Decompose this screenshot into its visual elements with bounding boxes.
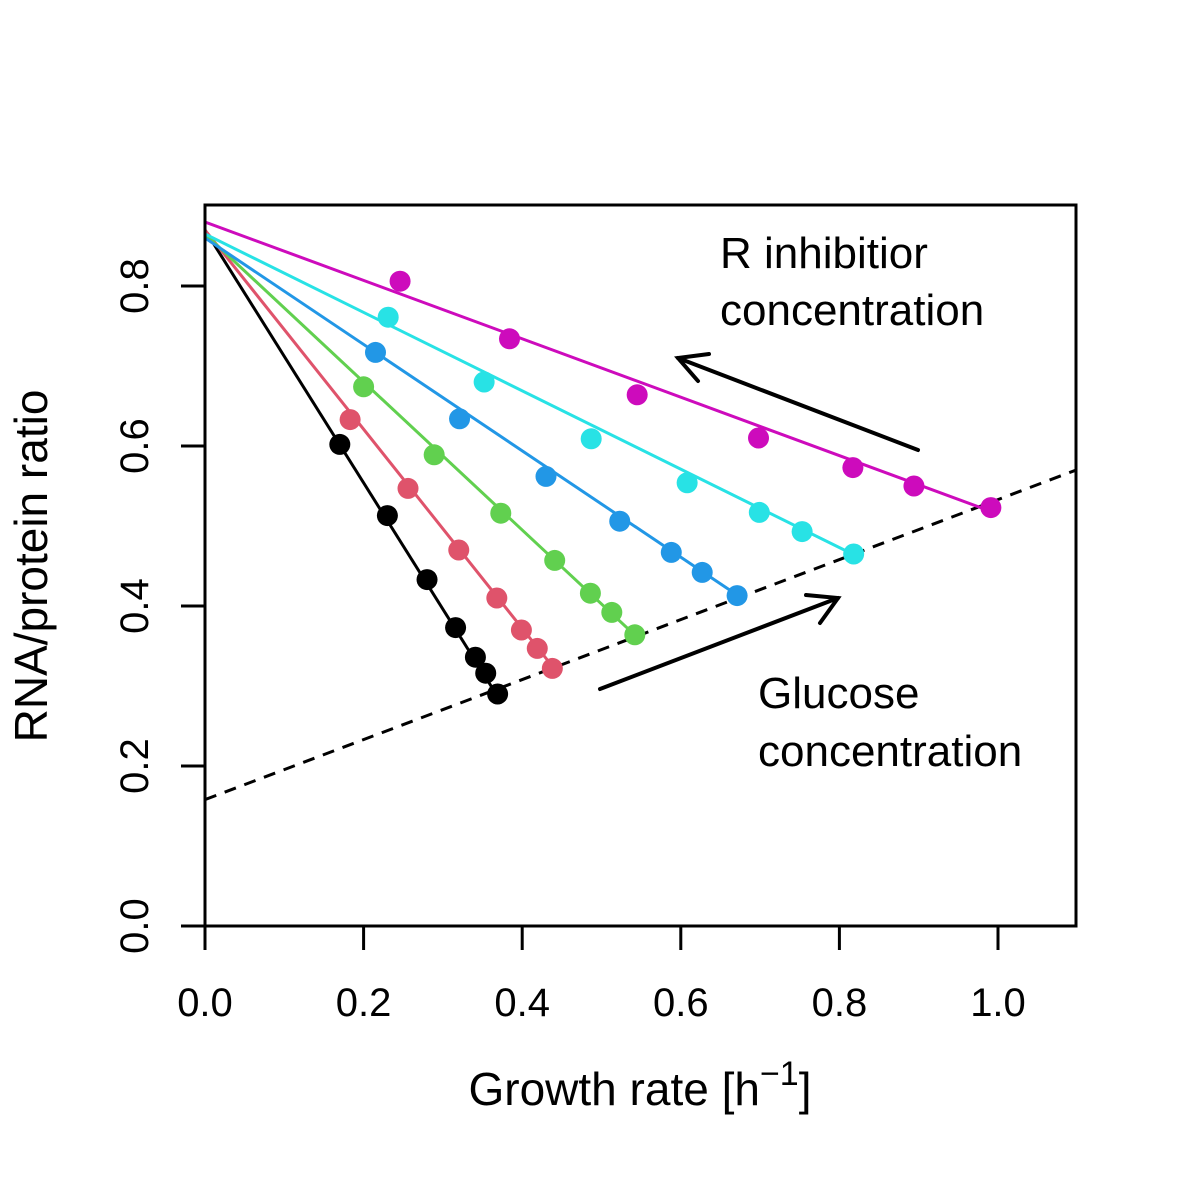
data-points-group (329, 270, 1002, 705)
fit-line-series-3 (205, 232, 636, 637)
data-point-series-4-7 (726, 585, 748, 607)
data-point-series-3-5 (579, 582, 601, 604)
data-point-series-2-7 (541, 657, 563, 679)
data-point-series-3-4 (544, 549, 566, 571)
data-point-series-3-3 (490, 502, 512, 524)
data-point-series-2-2 (397, 477, 419, 499)
fit-line-series-4 (205, 236, 738, 597)
data-point-series-4-1 (364, 341, 386, 363)
data-point-series-4-3 (535, 465, 557, 487)
data-point-series-1-7 (487, 683, 509, 705)
glucose-arrow (598, 593, 842, 691)
x-axis-label: Growth rate [h−1] (469, 1055, 812, 1115)
data-point-series-2-1 (339, 409, 361, 431)
data-point-series-1-5 (464, 646, 486, 668)
data-point-series-6-2 (499, 328, 521, 350)
data-point-series-5-7 (843, 543, 865, 565)
data-point-series-2-6 (526, 637, 548, 659)
y-tick-label: 0.8 (113, 258, 157, 314)
data-point-series-6-6 (903, 475, 925, 497)
inhibitor-annotation-line-1: R inhibitior (720, 229, 928, 278)
y-tick-label: 0.2 (113, 738, 157, 794)
data-point-series-1-1 (329, 433, 351, 455)
fit-line-series-1 (205, 229, 499, 698)
data-point-series-4-4 (609, 510, 631, 532)
data-point-series-2-4 (486, 587, 508, 609)
data-point-series-5-1 (377, 306, 399, 328)
data-point-series-3-2 (423, 444, 445, 466)
x-tick-label: 0.6 (653, 981, 709, 1025)
data-point-series-4-2 (449, 408, 471, 430)
data-point-series-1-6 (475, 662, 497, 684)
x-axis-label-close: ] (799, 1063, 812, 1115)
y-tick-label: 0.6 (113, 418, 157, 474)
data-point-series-2-5 (510, 619, 532, 641)
data-point-series-5-6 (791, 521, 813, 543)
y-axis-label: RNA/protein ratio (5, 390, 57, 743)
glucose-annotation: Glucose concentration (758, 669, 1022, 776)
data-point-series-1-2 (376, 505, 398, 527)
data-point-series-6-4 (748, 427, 770, 449)
x-axis-label-superscript: −1 (760, 1055, 799, 1093)
data-point-series-3-6 (601, 601, 623, 623)
inhibitor-annotation: R inhibitior concentration (720, 229, 984, 335)
axes-group: 0.0 0.2 0.4 0.6 0.8 1.0 0.0 0.2 0.4 0.6 0.8 (113, 203, 1078, 1025)
x-tick-label: 0.4 (494, 981, 550, 1025)
inhibitor-arrow (674, 352, 920, 452)
data-point-series-1-3 (416, 569, 438, 591)
data-point-series-6-3 (626, 384, 648, 406)
data-point-series-4-6 (691, 561, 713, 583)
fit-lines-group (205, 220, 992, 698)
data-point-series-5-4 (676, 472, 698, 494)
data-point-series-6-7 (980, 497, 1002, 519)
inhibitor-annotation-line-2: concentration (720, 286, 984, 335)
x-tick-label: 0.8 (812, 981, 868, 1025)
data-point-series-1-4 (445, 617, 467, 639)
data-point-series-2-3 (448, 539, 470, 561)
data-point-series-6-5 (842, 457, 864, 479)
data-point-series-3-1 (353, 376, 375, 398)
data-point-series-6-1 (389, 270, 411, 292)
y-tick-label: 0.4 (113, 578, 157, 634)
data-point-series-4-5 (660, 541, 682, 563)
glucose-annotation-line-2: concentration (758, 727, 1022, 776)
data-point-series-5-5 (748, 501, 770, 523)
glucose-annotation-line-1: Glucose (758, 669, 919, 718)
plot-frame (203, 203, 1078, 928)
data-point-series-5-3 (580, 428, 602, 450)
x-tick-label: 1.0 (970, 981, 1026, 1025)
x-tick-label: 0.2 (336, 981, 392, 1025)
x-tick-label: 0.0 (177, 981, 233, 1025)
data-point-series-3-7 (624, 624, 646, 646)
x-axis-label-main: Growth rate [h (469, 1063, 760, 1115)
y-tick-label: 0.0 (113, 898, 157, 954)
data-point-series-5-2 (473, 371, 495, 393)
fit-line-series-5 (205, 232, 855, 557)
